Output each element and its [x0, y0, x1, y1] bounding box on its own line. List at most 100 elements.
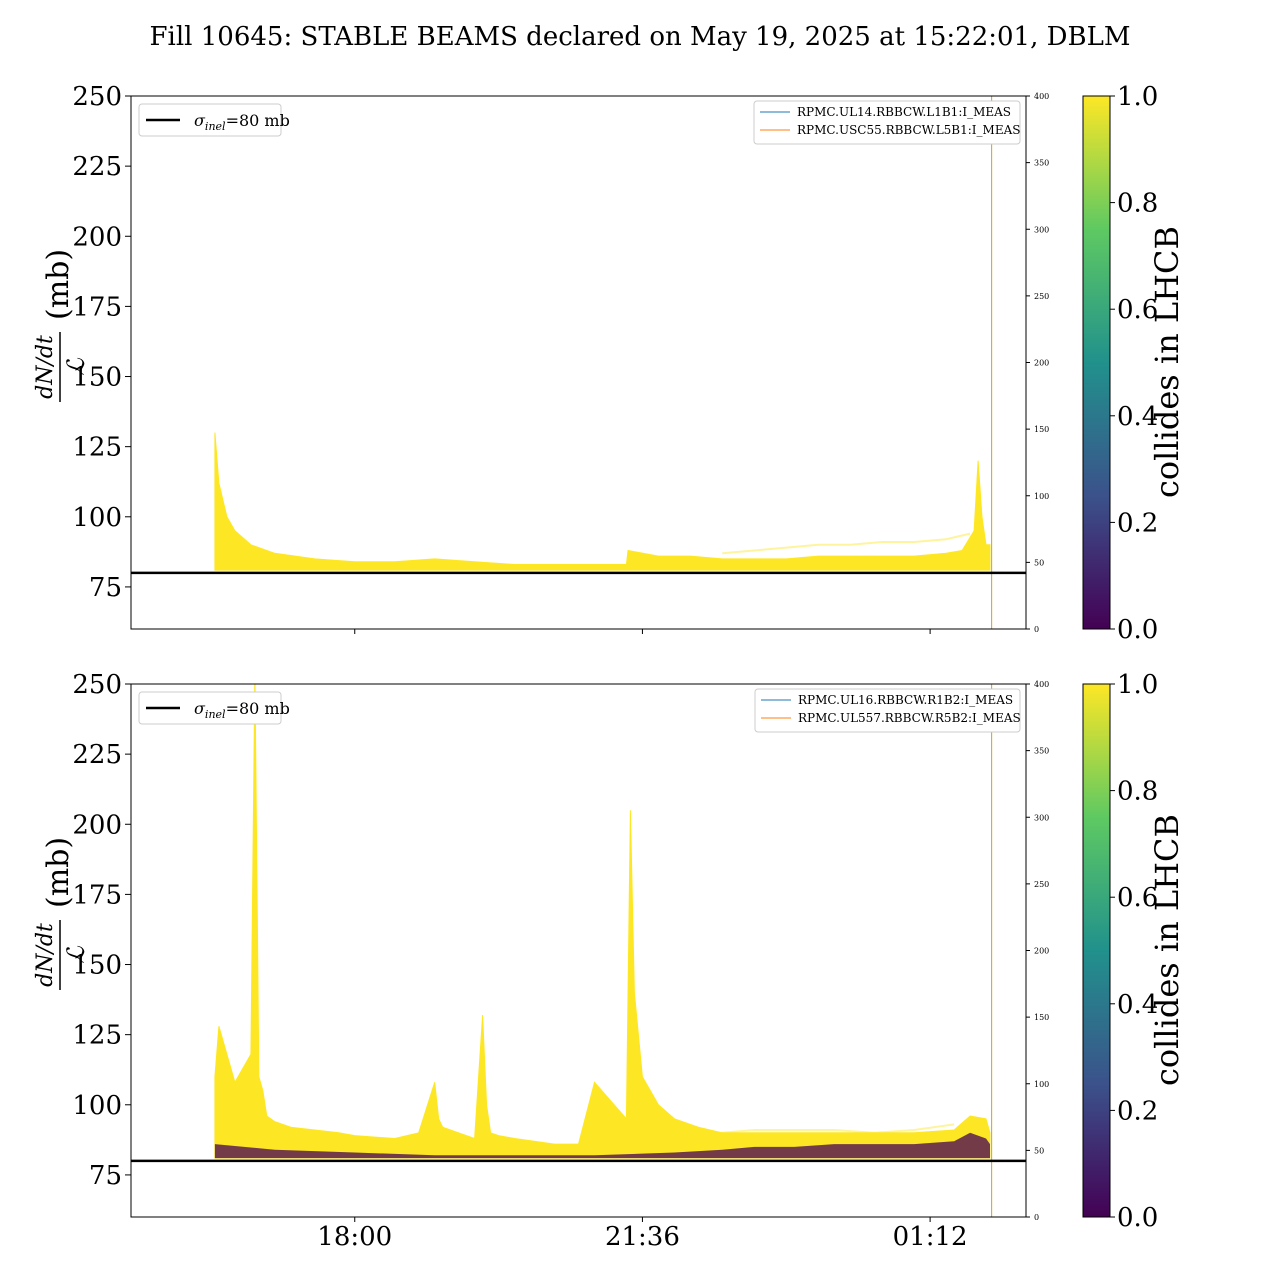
- top-colorbar: 0.0 0.2 0.4 0.6 0.8 1.0 collides in LHCB: [1082, 82, 1186, 645]
- top-panel: 75 100 125 150 175 200 225 250 0 50 100 150 200 250 3…: [33, 82, 1186, 645]
- top-colorbar-tick-label: 0.6: [1117, 295, 1158, 325]
- bottom-y-ticks: 75 100 125 150 175 200 225 250: [72, 670, 131, 1191]
- top-series-legend: RPMC.UL14.RBBCW.L1B1:I_MEAS RPMC.USC55.R…: [753, 100, 1021, 145]
- top-y-tick-label: 75: [89, 573, 122, 603]
- top-y2-tick-label: 100: [1034, 492, 1049, 501]
- bottom-y2-ticks: 0 50 100 150 200 250 300 350 400: [1026, 680, 1049, 1222]
- top-colorbar-gradient: [1082, 95, 1111, 630]
- bottom-y-label: dN/dt ℒ (mb): [33, 837, 90, 990]
- bottom-y2-tick-label: 350: [1034, 747, 1049, 756]
- top-y2-tick-label: 300: [1034, 225, 1049, 234]
- bottom-axes-frame: [130, 683, 1027, 1218]
- top-y-tick-label: 100: [72, 503, 122, 533]
- bottom-data-layer: [131, 684, 1026, 1217]
- bottom-y2-tick-label: 250: [1034, 880, 1049, 889]
- bottom-reference-legend-label: σinel=80 mb: [194, 699, 290, 721]
- top-y-tick-label: 225: [72, 152, 122, 182]
- top-plot-area: [131, 96, 1026, 629]
- bottom-series-legend-label-1: RPMC.UL16.RBBCW.R1B2:I_MEAS: [798, 693, 1013, 707]
- top-y-tick-label: 175: [72, 292, 122, 322]
- bottom-colorbar-tick-label: 0.0: [1117, 1203, 1158, 1233]
- bottom-y2-tick-label: 150: [1034, 1013, 1049, 1022]
- bottom-colorbar-label: collides in LHCB: [1148, 814, 1186, 1086]
- top-colorbar-tick-label: 0.2: [1117, 508, 1158, 538]
- top-y2-ticks: 0 50 100 150 200 250 300 350 400: [1026, 92, 1049, 634]
- top-series-legend-box: [753, 100, 1021, 145]
- top-y-ticks: 75 100 125 150 175 200 225 250: [72, 82, 131, 603]
- bottom-y-tick-label: 150: [72, 951, 122, 981]
- bottom-faint-trace: [698, 1123, 955, 1137]
- bottom-series-legend-box: [754, 688, 1021, 733]
- bottom-y-label-unit: (mb): [41, 837, 76, 908]
- bottom-y2-tick-label: 50: [1034, 1146, 1044, 1155]
- bottom-y-tick-label: 225: [72, 740, 122, 770]
- bottom-series-legend-label-2: RPMC.UL557.RBBCW.R5B2:I_MEAS: [798, 711, 1021, 725]
- top-colorbar-tick-label: 1.0: [1117, 82, 1158, 112]
- top-reference-legend-label: σinel=80 mb: [194, 111, 290, 133]
- top-y-label: dN/dt ℒ (mb): [33, 249, 90, 402]
- top-y2-tick-label: 0: [1034, 625, 1039, 634]
- bottom-y-label-denominator: ℒ: [62, 946, 90, 964]
- bottom-panel: 75 100 125 150 175 200 225 250 0 50 100 150 200 250 3…: [33, 670, 1186, 1252]
- top-y2-tick-label: 150: [1034, 425, 1049, 434]
- bottom-colorbar-tick-label: 0.2: [1117, 1096, 1158, 1126]
- top-y-label-numerator: dN/dt: [33, 335, 58, 399]
- bottom-plot-area: [131, 684, 1026, 1217]
- top-y2-tick-label: 250: [1034, 292, 1049, 301]
- bottom-x-tick-label: 18:00: [317, 1222, 392, 1252]
- bottom-colorbar: 0.0 0.2 0.4 0.6 0.8 1.0 collides in LHCB: [1082, 670, 1186, 1233]
- bottom-y2-tick-label: 0: [1034, 1213, 1039, 1222]
- bottom-y2-tick-label: 400: [1034, 680, 1049, 689]
- top-x-ticks: [354, 629, 931, 634]
- bottom-y2-tick-label: 300: [1034, 813, 1049, 822]
- top-y-tick-label: 250: [72, 82, 122, 112]
- bottom-y2-tick-label: 100: [1034, 1080, 1049, 1089]
- bottom-colorbar-tick-label: 0.6: [1117, 883, 1158, 913]
- bottom-colorbar-tick-label: 0.8: [1117, 777, 1158, 807]
- bottom-colorbar-gradient: [1082, 683, 1111, 1218]
- bottom-y-tick-label: 75: [89, 1161, 122, 1191]
- top-colorbar-ticks: 0.0 0.2 0.4 0.6 0.8 1.0: [1110, 82, 1158, 645]
- top-y-tick-label: 200: [72, 222, 122, 252]
- top-colorbar-tick-label: 0.8: [1117, 189, 1158, 219]
- bottom-reference-legend: σinel=80 mb: [138, 691, 290, 725]
- bottom-y2-tick-label: 200: [1034, 947, 1049, 956]
- top-colorbar-label: collides in LHCB: [1148, 226, 1186, 498]
- top-y-label-denominator: ℒ: [62, 358, 90, 376]
- top-y2-tick-label: 400: [1034, 92, 1049, 101]
- bottom-colorbar-tick-label: 1.0: [1117, 670, 1158, 700]
- bottom-dark-band: [214, 1132, 990, 1159]
- top-axes-frame: [130, 95, 1027, 630]
- bottom-x-ticks: 18:00 21:36 01:12: [317, 1217, 968, 1252]
- top-y2-tick-label: 200: [1034, 359, 1049, 368]
- top-series-legend-label-2: RPMC.USC55.RBBCW.L5B1:I_MEAS: [797, 123, 1020, 137]
- top-y2-tick-label: 50: [1034, 558, 1044, 567]
- top-y2-tick-label: 350: [1034, 159, 1049, 168]
- bottom-y-tick-label: 100: [72, 1091, 122, 1121]
- top-faint-trace: [722, 532, 971, 555]
- top-colorbar-tick-label: 0.4: [1117, 402, 1158, 432]
- figure-title: Fill 10645: STABLE BEAMS declared on May…: [150, 22, 1131, 52]
- bottom-y-label-numerator: dN/dt: [33, 923, 58, 987]
- bottom-y-tick-label: 250: [72, 670, 122, 700]
- top-reference-legend-box: [138, 103, 282, 137]
- bottom-y-tick-label: 125: [72, 1021, 122, 1051]
- top-reference-legend: σinel=80 mb: [138, 103, 290, 137]
- top-y-tick-label: 125: [72, 433, 122, 463]
- top-envelope-area: [214, 432, 991, 571]
- top-colorbar-tick-label: 0.0: [1117, 615, 1158, 645]
- bottom-colorbar-tick-label: 0.4: [1117, 990, 1158, 1020]
- top-series-legend-label-1: RPMC.UL14.RBBCW.L1B1:I_MEAS: [797, 105, 1011, 119]
- bottom-series-legend: RPMC.UL16.RBBCW.R1B2:I_MEAS RPMC.UL557.R…: [754, 688, 1021, 733]
- top-y-label-unit: (mb): [41, 249, 76, 320]
- bottom-envelope-area: [214, 684, 991, 1159]
- top-y-tick-label: 150: [72, 363, 122, 393]
- bottom-x-tick-label: 01:12: [893, 1222, 968, 1252]
- bottom-colorbar-ticks: 0.0 0.2 0.4 0.6 0.8 1.0: [1110, 670, 1158, 1233]
- bottom-y-tick-label: 200: [72, 810, 122, 840]
- bottom-reference-legend-box: [138, 691, 282, 725]
- bottom-x-tick-label: 21:36: [605, 1222, 680, 1252]
- bottom-y-tick-label: 175: [72, 880, 122, 910]
- top-data-layer: [131, 96, 1026, 629]
